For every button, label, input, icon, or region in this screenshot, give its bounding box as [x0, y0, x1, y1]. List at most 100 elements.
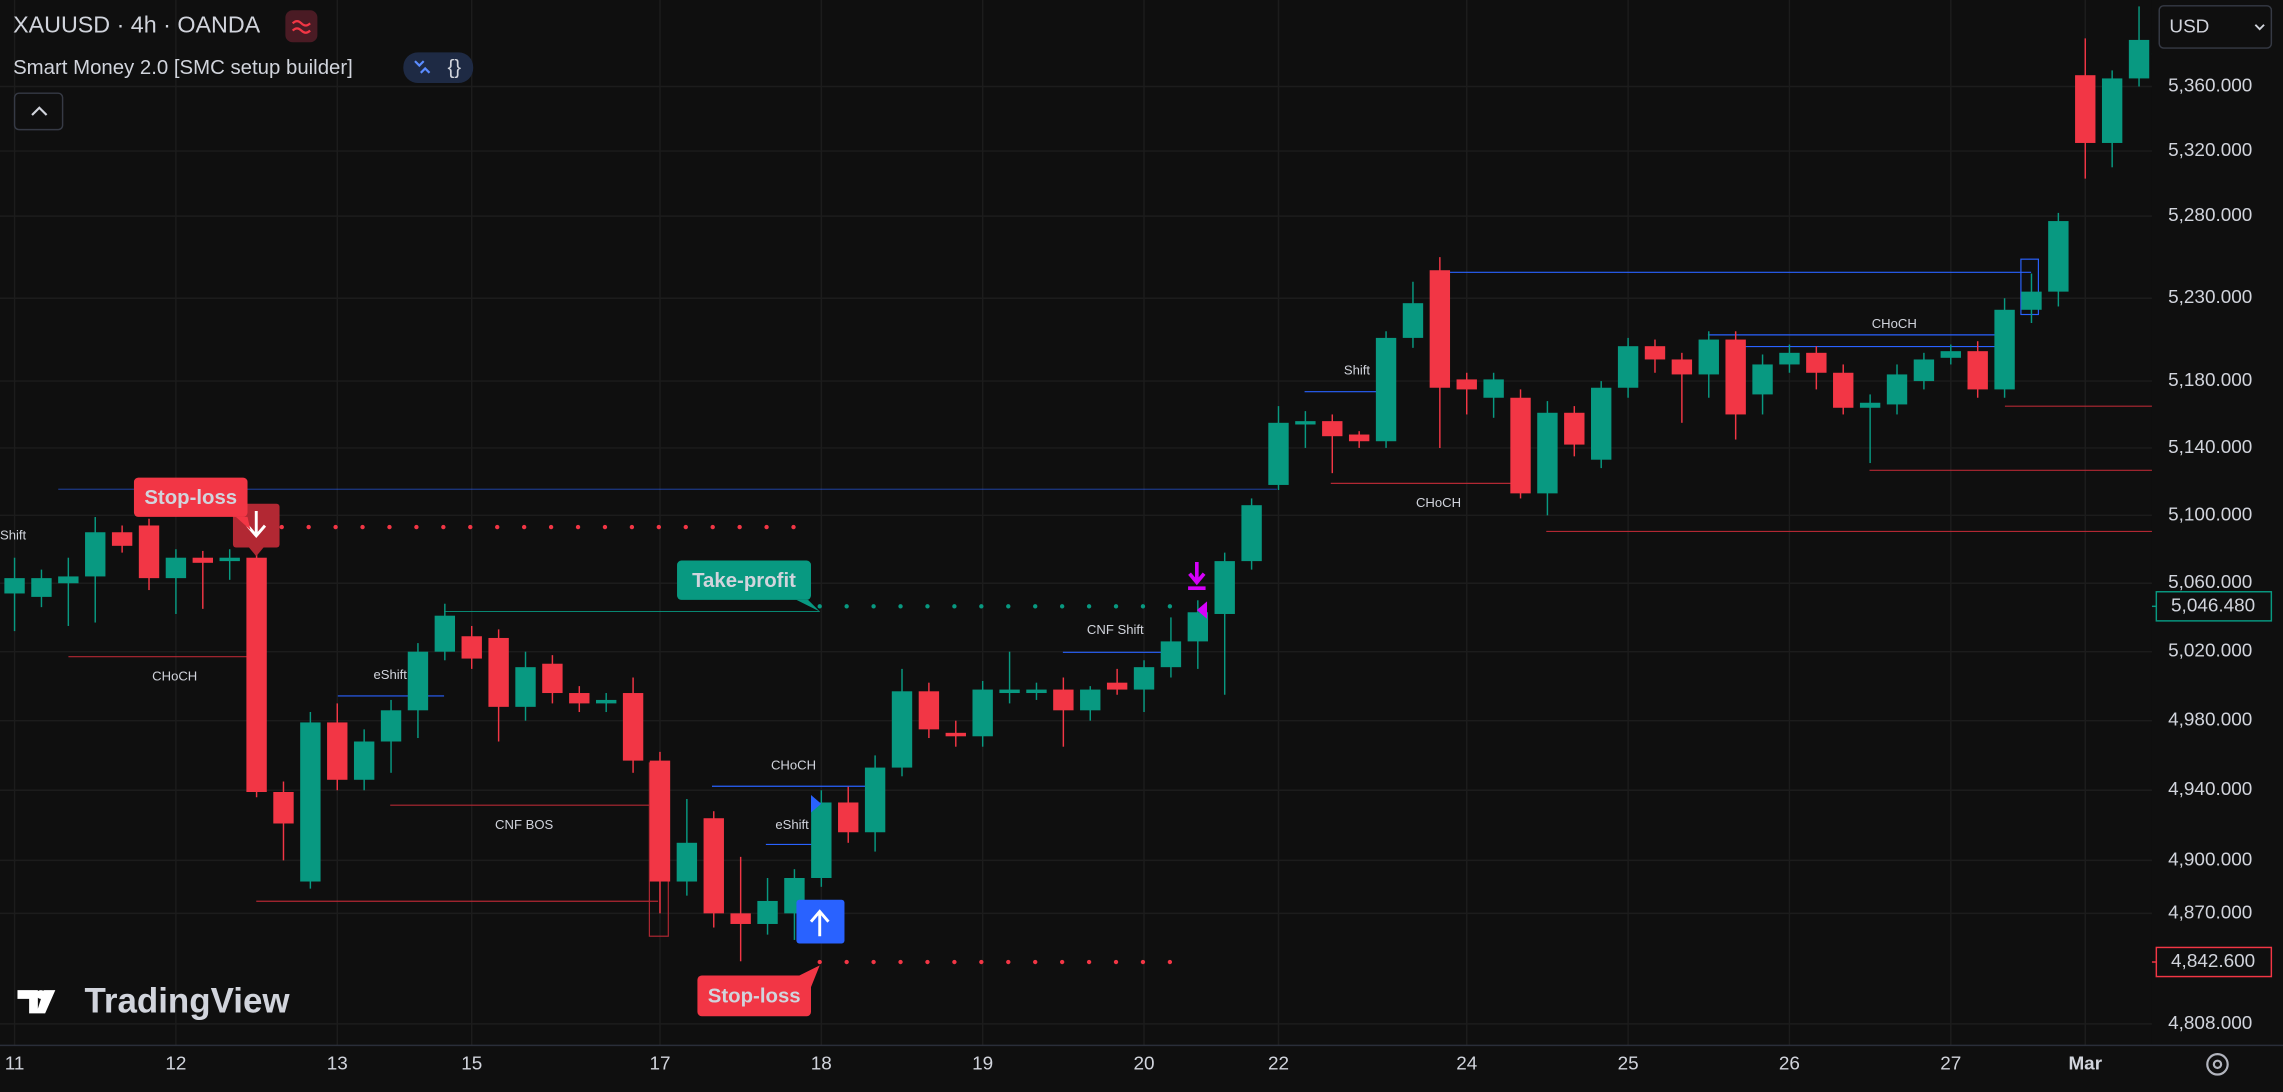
y-tick-label: 5,020.000 — [2168, 641, 2252, 662]
candle-body — [1080, 689, 1101, 711]
candle-body — [757, 900, 778, 924]
symbol-title: XAUUSD · 4h · OANDA — [13, 11, 261, 37]
candle-body — [569, 693, 590, 704]
candle-body — [1644, 346, 1666, 360]
candle-body — [811, 802, 832, 878]
candle-body — [1537, 412, 1558, 494]
exit-pointer — [1196, 601, 1208, 619]
settings-icon — [2212, 1059, 2223, 1070]
x-tick-label: 12 — [165, 1053, 186, 1074]
candle-body — [111, 532, 133, 546]
price-axis — [2151, 0, 2283, 1046]
candle-body — [1886, 374, 1908, 405]
candle-body — [972, 689, 993, 737]
y-tick-label: 5,320.000 — [2168, 140, 2252, 161]
x-tick-label: 20 — [1134, 1053, 1155, 1074]
indicator-badge — [285, 10, 318, 43]
y-tick-label: 4,808.000 — [2168, 1013, 2252, 1034]
candle-body — [1053, 689, 1074, 711]
structure-label: CNF BOS — [495, 817, 553, 832]
exit-arrow — [1188, 562, 1206, 591]
price-label-box — [2155, 591, 2273, 622]
candle-body — [273, 791, 294, 824]
candle-body — [838, 802, 859, 833]
structure-label: eShift — [775, 817, 809, 832]
buy-arrow — [809, 909, 830, 937]
candle-body — [1375, 337, 1397, 442]
candle-body — [1994, 309, 2015, 390]
axes: 4,808.000 4,870.000 4,900.000 4,940.000 4,98… — [5, 75, 2273, 1074]
candle-body — [2128, 39, 2150, 79]
structure-label: CHoCH — [771, 757, 816, 772]
candle-body — [1483, 379, 1504, 398]
annotation-label: Stop-loss — [144, 487, 237, 509]
candle-body — [2021, 291, 2042, 310]
candle-body — [192, 557, 213, 563]
structure-label: CHoCH — [1872, 316, 1917, 331]
candles — [4, 6, 2150, 962]
annotation-label: Stop-loss — [708, 986, 801, 1008]
currency-chevron — [2254, 24, 2265, 31]
annotation-label: Take-profit — [692, 570, 796, 592]
indicator-badges[interactable] — [403, 52, 474, 83]
candle-body — [1833, 372, 1854, 408]
candle-body — [407, 651, 429, 711]
candle-body — [85, 532, 106, 577]
candle-body — [165, 557, 187, 579]
candle-body — [1725, 339, 1746, 415]
x-tick-label: 18 — [811, 1053, 832, 1074]
levels — [817, 604, 1200, 965]
currency-button[interactable] — [2158, 5, 2273, 49]
currency: USD — [2169, 17, 2209, 38]
y-tick-label: 5,360.000 — [2168, 75, 2252, 96]
y-tick-label: 4,870.000 — [2168, 902, 2252, 923]
price-label-box — [2155, 946, 2273, 978]
candle-body — [461, 636, 482, 659]
candle-body — [542, 663, 563, 694]
x-tick-label: 17 — [649, 1053, 670, 1074]
candle-body — [380, 710, 402, 742]
candle-body — [1322, 421, 1343, 437]
y-tick-label: 4,940.000 — [2168, 779, 2252, 800]
x-tick-label: Mar — [2068, 1053, 2102, 1074]
x-tick-label: 27 — [1940, 1053, 1961, 1074]
x-tick-label: 22 — [1268, 1053, 1289, 1074]
candle-body — [730, 913, 751, 924]
y-tick-label: 5,180.000 — [2168, 370, 2252, 391]
structure-label: CNF Shift — [1087, 622, 1144, 637]
x-tick-label: 11 — [5, 1053, 25, 1074]
candle-body — [676, 842, 698, 882]
collapse-button[interactable] — [13, 92, 64, 131]
candle-body — [1940, 351, 1961, 358]
candle-body — [1671, 359, 1693, 375]
price-label: 4,842.600 — [2171, 951, 2255, 972]
candle-body — [1026, 689, 1047, 694]
annotations: Stop-loss Take-profit Stop-loss Shift CHoCH e… — [0, 316, 1917, 1017]
candle-body — [1295, 421, 1316, 425]
x-tick-label: 13 — [327, 1053, 348, 1074]
zone-box — [2020, 258, 2039, 316]
candle-body — [1429, 270, 1451, 388]
candle-body — [945, 732, 966, 737]
x-tick-label: 26 — [1779, 1053, 1800, 1074]
candle-body — [649, 760, 671, 882]
candle-body — [1510, 397, 1531, 494]
x-tick-label: 25 — [1618, 1053, 1639, 1074]
candle-body — [58, 576, 79, 584]
annotation-box — [677, 560, 811, 600]
y-tick-label: 4,980.000 — [2168, 710, 2252, 731]
price-label: 5,046.480 — [2171, 595, 2255, 616]
indicator-icon — [291, 20, 311, 34]
candle-body — [1402, 303, 1424, 338]
y-tick-label: 5,280.000 — [2168, 205, 2252, 226]
candle-body — [31, 578, 52, 597]
candle-body — [1268, 422, 1289, 485]
y-tick-label: 5,060.000 — [2168, 572, 2252, 593]
watermark-logo — [17, 990, 56, 1014]
settings-button[interactable] — [2206, 1053, 2229, 1076]
candle-body — [703, 818, 724, 914]
annotation-box — [697, 975, 811, 1017]
candle-body — [1456, 379, 1477, 390]
candle-body — [138, 525, 160, 579]
